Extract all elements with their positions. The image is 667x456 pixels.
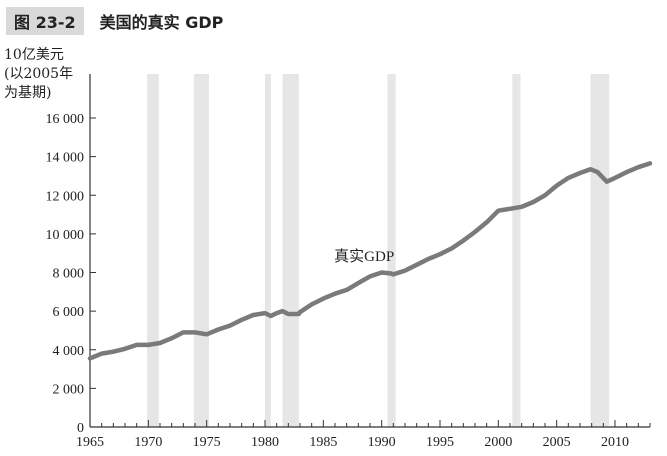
y-tick-label-3: 6 000 — [53, 305, 85, 320]
y-tick-label-1: 2 000 — [53, 382, 85, 397]
x-tick-label-9: 2010 — [601, 435, 629, 450]
x-tick-label-8: 2005 — [543, 435, 571, 450]
recession-band-3 — [282, 74, 299, 427]
figure-number: 图 23-2 — [6, 7, 84, 35]
recession-band-0 — [147, 74, 159, 427]
x-tick-label-3: 1980 — [251, 435, 279, 450]
recession-band-1 — [193, 74, 209, 427]
recession-band-6 — [590, 74, 610, 427]
x-tick-label-0: 1965 — [76, 435, 104, 450]
x-tick-label-6: 1995 — [426, 435, 454, 450]
y-tick-label-2: 4 000 — [53, 344, 85, 359]
series-layer — [87, 161, 653, 361]
x-tick-label-1: 1970 — [134, 435, 162, 450]
series-line-real-gdp — [87, 161, 653, 361]
recession-band-5 — [512, 74, 521, 427]
y-tick-label-5: 10 000 — [46, 228, 85, 243]
y-tick-label-7: 14 000 — [46, 151, 85, 166]
recession-bands — [147, 74, 610, 427]
axes: 0 2 000 4 000 6 000 8 000 10 000 12 000 14 000 1… — [46, 74, 651, 450]
y-tick-label-4: 8 000 — [53, 267, 85, 282]
figure-title: 美国的真实 GDP — [99, 13, 224, 32]
recession-band-4 — [387, 74, 396, 427]
x-tick-label-2: 1975 — [193, 435, 221, 450]
series-label-annotation: 真实GDP — [334, 247, 394, 265]
y-axis-label: 10亿美元 (以2005年 为基期) — [4, 47, 74, 101]
y-tick-label-8: 16 000 — [46, 112, 85, 127]
x-tick-label-7: 2000 — [484, 435, 512, 450]
figure-header: 图 23-2 美国的真实 GDP — [6, 7, 224, 35]
y-tick-label-0: 0 — [77, 421, 84, 436]
recession-band-2 — [265, 74, 271, 427]
y-tick-label-6: 12 000 — [46, 189, 85, 204]
annotations: 真实GDP — [334, 247, 394, 265]
x-tick-label-4: 1985 — [309, 435, 337, 450]
x-tick-label-5: 1990 — [368, 435, 396, 450]
